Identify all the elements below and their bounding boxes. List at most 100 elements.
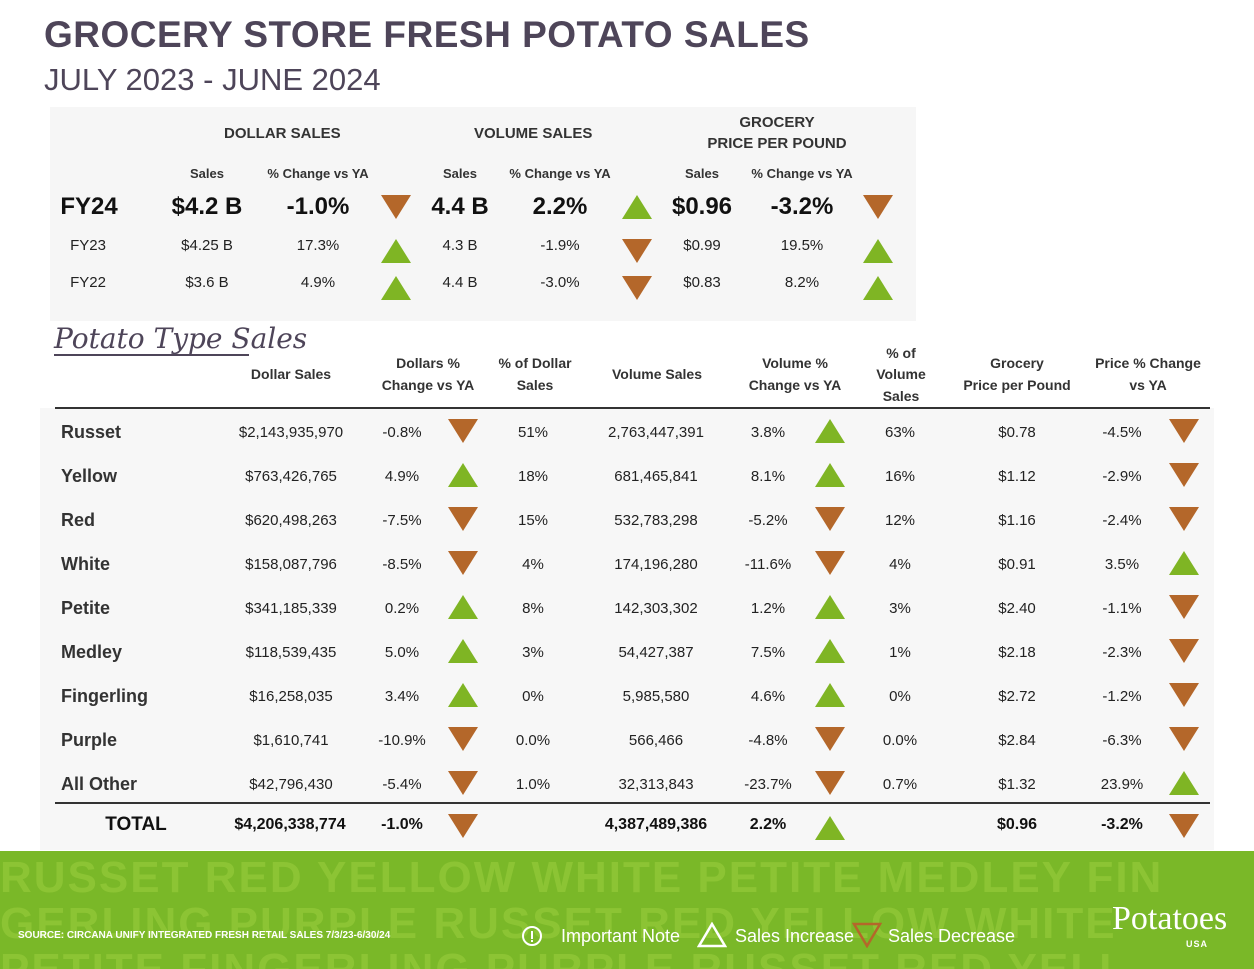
col-pct-dollar-1: % of Dollar bbox=[498, 355, 572, 371]
legend-sales-increase: Sales Increase bbox=[735, 926, 855, 946]
cell-price: $2.18 bbox=[998, 644, 1036, 661]
cell-volume-sales: 2,763,447,391 bbox=[608, 424, 704, 441]
cell-price: $1.16 bbox=[998, 512, 1036, 529]
total-dollars-trend-icon bbox=[448, 814, 478, 838]
dollars-trend-icon bbox=[448, 771, 478, 795]
col-volume-change-1: Volume % bbox=[762, 355, 828, 371]
summary-year-label: FY23 bbox=[70, 237, 106, 254]
summary-dollar-trend-icon bbox=[381, 276, 411, 300]
summary-price-trend-icon bbox=[863, 276, 893, 300]
volume-trend-icon bbox=[815, 507, 845, 531]
volume-trend-icon bbox=[815, 419, 845, 443]
summary-price-change: 8.2% bbox=[784, 274, 820, 291]
total-volume-trend-icon bbox=[815, 816, 845, 840]
cell-price-change: -1.2% bbox=[1102, 688, 1142, 705]
volume-trend-icon bbox=[815, 463, 845, 487]
price-trend-icon bbox=[1169, 595, 1199, 619]
cell-volume-change: 3.8% bbox=[750, 424, 786, 441]
cell-dollars-change: -8.5% bbox=[382, 556, 422, 573]
cell-pct-volume: 0.0% bbox=[882, 732, 918, 749]
sales-decrease-icon bbox=[852, 922, 882, 948]
table-top-rule bbox=[55, 407, 1210, 409]
summary-price: $0.83 bbox=[683, 274, 721, 291]
total-price-trend-icon bbox=[1169, 814, 1199, 838]
cell-pct-dollar: 3% bbox=[522, 644, 544, 661]
cell-price: $2.84 bbox=[998, 732, 1036, 749]
cell-price: $0.91 bbox=[998, 556, 1036, 573]
cell-dollars-change: 5.0% bbox=[384, 644, 420, 661]
cell-volume-change: -11.6% bbox=[744, 556, 792, 573]
cell-volume-sales: 532,783,298 bbox=[614, 512, 698, 529]
dollar-sales-header: DOLLAR SALES bbox=[224, 125, 341, 142]
cell-pct-dollar: 4% bbox=[522, 556, 544, 573]
cell-pct-volume: 3% bbox=[889, 600, 911, 617]
cell-price-change: -1.1% bbox=[1102, 600, 1142, 617]
cell-dollars-change: -5.4% bbox=[382, 776, 422, 793]
cell-dollar-sales: $2,143,935,970 bbox=[238, 424, 344, 441]
potato-type-heading: Potato Type Sales bbox=[54, 322, 308, 355]
dollars-trend-icon bbox=[448, 727, 478, 751]
legend-sales-decrease: Sales Decrease bbox=[888, 926, 1016, 946]
potatoes-usa-logo: Potatoes bbox=[1112, 900, 1228, 937]
cell-price-change: 23.9% bbox=[1100, 776, 1144, 793]
dollars-trend-icon bbox=[448, 463, 478, 487]
cell-volume-change: 1.2% bbox=[750, 600, 786, 617]
total-price: $0.96 bbox=[996, 816, 1038, 833]
summary-volume-trend-icon bbox=[622, 276, 652, 300]
col-price-change-1: Price % Change bbox=[1095, 355, 1201, 371]
cell-price: $1.32 bbox=[998, 776, 1036, 793]
total-dollar-sales: $4,206,338,774 bbox=[234, 816, 346, 833]
cell-dollars-change: 3.4% bbox=[384, 688, 420, 705]
cell-dollars-change: 4.9% bbox=[384, 468, 420, 485]
cell-volume-change: 4.6% bbox=[750, 688, 786, 705]
summary-price-change: -3.2% bbox=[770, 193, 834, 220]
table-row-name: Russet bbox=[61, 422, 122, 442]
table-total-rule bbox=[55, 802, 1210, 804]
col-pct-volume-3: Sales bbox=[882, 388, 920, 404]
cell-pct-volume: 1% bbox=[889, 644, 911, 661]
col-dollars-change-2: Change vs YA bbox=[381, 377, 475, 393]
cell-pct-dollar: 1.0% bbox=[515, 776, 551, 793]
important-note-icon bbox=[522, 926, 542, 946]
cell-price: $2.40 bbox=[998, 600, 1036, 617]
summary-dollar-sales: $4.2 B bbox=[171, 193, 243, 220]
summary-volume-sales: 4.4 B bbox=[442, 274, 478, 291]
summary-volume-change: 2.2% bbox=[532, 193, 588, 220]
col-volume-change-2: Change vs YA bbox=[748, 377, 842, 393]
summary-dollar-change: 4.9% bbox=[300, 274, 336, 291]
summary-volume-trend-icon bbox=[622, 239, 652, 263]
summary-volume-change: -1.9% bbox=[540, 237, 580, 254]
cell-dollars-change: -7.5% bbox=[382, 512, 422, 529]
summary-volume-trend-icon bbox=[622, 195, 652, 219]
volume-trend-icon bbox=[815, 595, 845, 619]
summary-price-change: 19.5% bbox=[780, 237, 824, 254]
cell-dollar-sales: $158,087,796 bbox=[245, 556, 337, 573]
price-trend-icon bbox=[1169, 727, 1199, 751]
cell-pct-dollar: 15% bbox=[517, 512, 549, 529]
table-row-name: Medley bbox=[61, 642, 123, 662]
cell-pct-volume: 4% bbox=[889, 556, 911, 573]
table-row-name: Purple bbox=[61, 730, 118, 750]
cell-volume-change: -23.7% bbox=[744, 776, 792, 793]
page-title: GROCERY STORE FRESH POTATO SALES bbox=[44, 14, 810, 55]
footer-band: RUSSET RED YELLOW WHITE PETITE MEDLEY FI… bbox=[0, 851, 1254, 969]
price-trend-icon bbox=[1169, 551, 1199, 575]
cell-pct-dollar: 0% bbox=[522, 688, 544, 705]
price-trend-icon bbox=[1169, 463, 1199, 487]
total-label: TOTAL bbox=[105, 814, 167, 835]
cell-pct-volume: 0% bbox=[889, 688, 911, 705]
volume-trend-icon bbox=[815, 639, 845, 663]
total-price-change: -3.2% bbox=[1101, 816, 1143, 833]
summary-sub-sales-dollar: Sales bbox=[190, 166, 224, 181]
cell-volume-change: -5.2% bbox=[748, 512, 788, 529]
dollars-trend-icon bbox=[448, 419, 478, 443]
volume-trend-icon bbox=[815, 551, 845, 575]
cell-volume-sales: 566,466 bbox=[628, 732, 684, 749]
volume-trend-icon bbox=[815, 727, 845, 751]
table-body-bg bbox=[40, 408, 1214, 850]
summary-price: $0.96 bbox=[671, 193, 733, 220]
col-price-1: Grocery bbox=[990, 355, 1044, 371]
summary-price: $0.99 bbox=[683, 237, 721, 254]
volume-sales-header: VOLUME SALES bbox=[474, 125, 593, 142]
cell-volume-sales: 32,313,843 bbox=[618, 776, 694, 793]
